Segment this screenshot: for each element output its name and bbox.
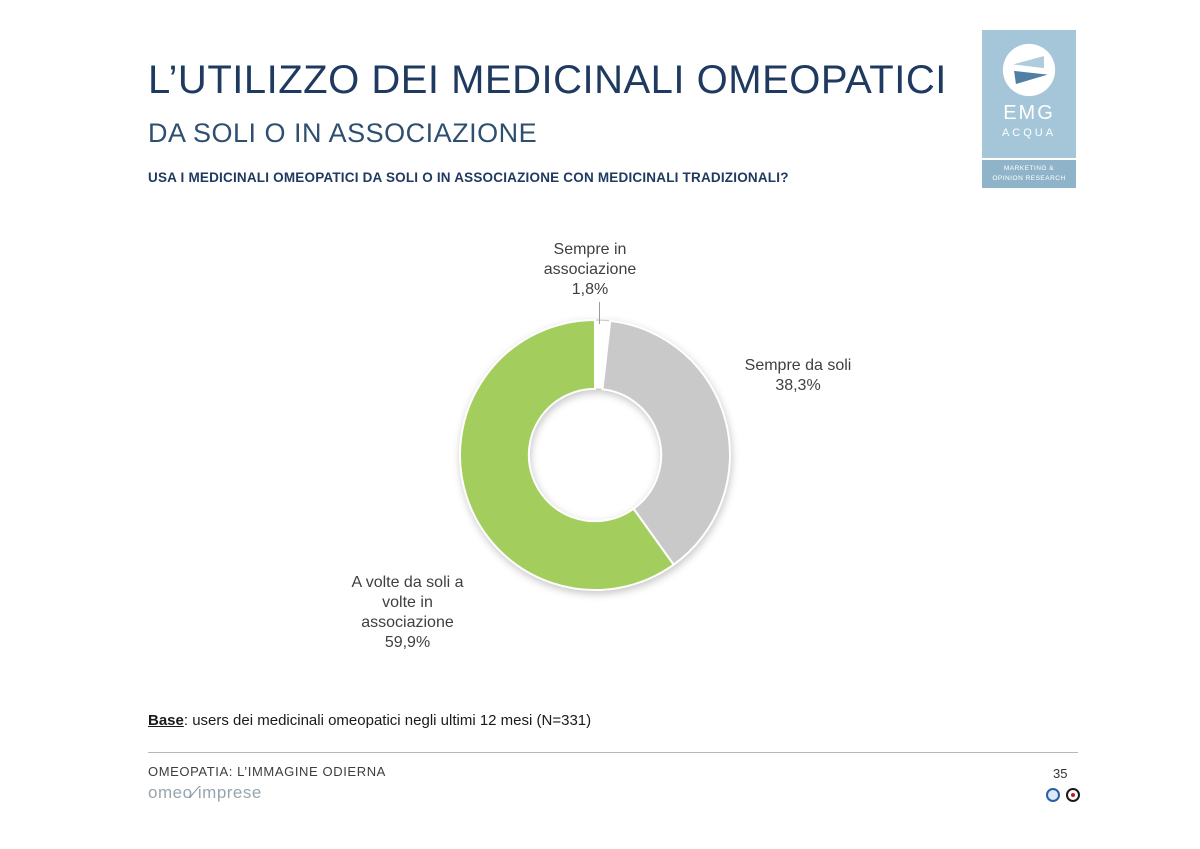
emg-logo-sub: ACQUA <box>1001 127 1057 139</box>
emg-arrows-circle-icon <box>1001 42 1057 98</box>
emg-acqua-logo: EMG ACQUA MARKETING & OPINION RESEARCH <box>982 30 1076 188</box>
omeoimprese-logo-slash: ⁄ <box>193 783 197 802</box>
certification-badges <box>1046 788 1080 802</box>
footer-title: OMEOPATIA: L’IMMAGINE ODIERNA <box>148 764 386 779</box>
omeoimprese-logo-right: imprese <box>197 783 262 802</box>
page-number: 35 <box>1053 766 1068 781</box>
omeoimprese-logo: omeo⁄imprese <box>148 783 262 803</box>
callout-sempre-in-associazione: Sempre in associazione 1,8% <box>543 241 637 298</box>
base-note-text: : users dei medicinali omeopatici negli … <box>183 712 592 729</box>
emg-logo-name: EMG <box>1003 102 1055 124</box>
page-title: L’UTILIZZO DEI MEDICINALI OMEOPATICI <box>148 58 947 102</box>
callout-sempre-da-soli: Sempre da soli 38,3% <box>744 357 852 394</box>
base-note: Base: users dei medicinali omeopatici ne… <box>148 712 591 729</box>
omeoimprese-logo-left: omeo <box>148 783 193 802</box>
base-note-label: Base <box>148 712 184 729</box>
donut-slice-1 <box>601 319 731 567</box>
donut-chart <box>455 315 735 595</box>
emg-logo-band: MARKETING & OPINION RESEARCH <box>982 158 1076 188</box>
callout-a-volte: A volte da soli a volte in associazione … <box>351 574 464 651</box>
footer-divider <box>148 752 1078 753</box>
callout-leader-line <box>599 302 600 324</box>
certification-badge-icon-1 <box>1046 788 1060 802</box>
certification-badge-icon-2 <box>1066 788 1080 802</box>
page-subtitle: DA SOLI O IN ASSOCIAZIONE <box>148 118 538 148</box>
donut-slice-2 <box>458 318 676 591</box>
survey-question: USA I MEDICINALI OMEOPATICI DA SOLI O IN… <box>148 170 789 185</box>
